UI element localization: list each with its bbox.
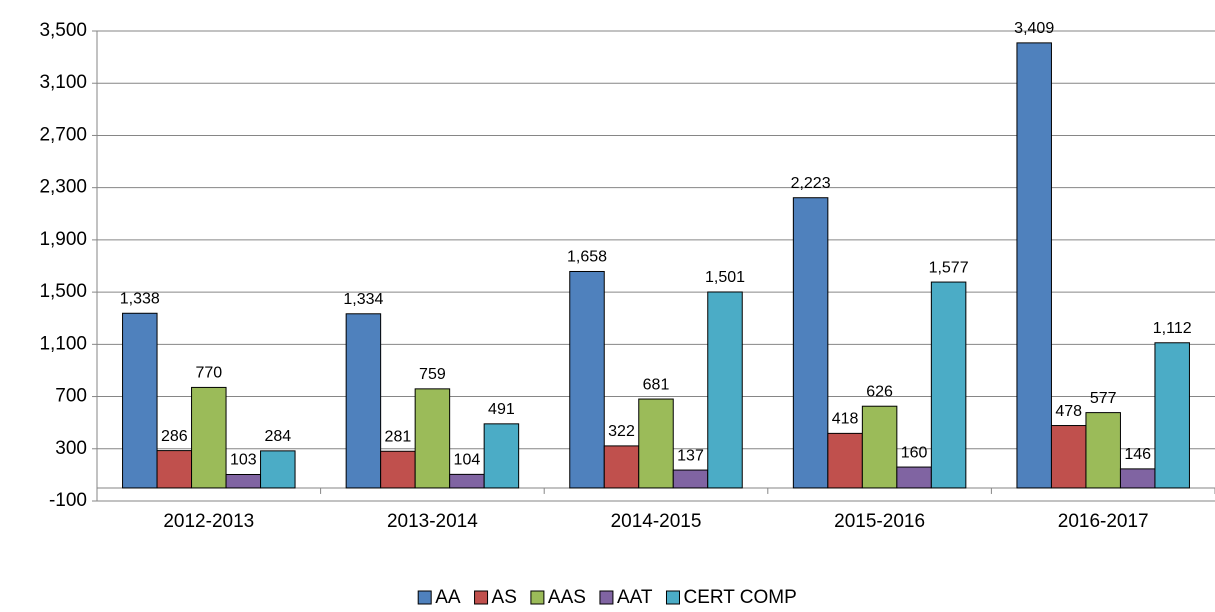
bar [1050, 425, 1087, 489]
y-tick-label: 700 [55, 386, 87, 407]
y-tick-label: 1,900 [39, 229, 87, 250]
legend-swatch [530, 590, 545, 605]
value-label: 322 [608, 423, 635, 440]
bar [156, 450, 193, 489]
bar [1154, 342, 1190, 489]
value-label: 146 [1124, 446, 1151, 463]
legend-swatch [599, 590, 614, 605]
value-label: 286 [161, 428, 188, 445]
bar [792, 197, 829, 489]
x-tick-label: 2015-2016 [834, 511, 925, 532]
bar [449, 473, 485, 489]
legend-label: AA [435, 587, 461, 608]
y-tick-label: 2,700 [39, 124, 87, 145]
y-tick-label: 1,100 [39, 333, 87, 354]
bar [569, 270, 605, 489]
x-tick-label: 2012-2013 [163, 511, 254, 532]
bar [414, 388, 451, 489]
bar [483, 423, 520, 489]
value-label: 103 [230, 452, 257, 469]
value-label: 284 [264, 428, 291, 445]
legend-label: AAS [548, 587, 586, 608]
value-label: 1,338 [120, 290, 160, 307]
value-label: 1,112 [1153, 320, 1192, 337]
bar [603, 445, 640, 489]
value-label: 770 [195, 365, 222, 382]
legend-swatch [665, 590, 680, 605]
legend-swatch [474, 590, 489, 605]
value-label: 281 [385, 428, 412, 445]
value-label: 478 [1055, 403, 1082, 420]
y-tick-label: -100 [49, 490, 87, 511]
y-tick-label: 2,300 [39, 177, 87, 198]
value-label: 1,577 [929, 259, 969, 276]
value-label: 1,658 [567, 249, 607, 266]
value-label: 160 [901, 444, 928, 461]
bar [380, 450, 416, 489]
y-tick-label: 300 [55, 438, 87, 459]
value-label: 418 [832, 411, 859, 428]
value-label: 759 [419, 366, 446, 383]
bar [1085, 412, 1121, 489]
value-label: 2,223 [791, 175, 831, 192]
bar [1119, 468, 1156, 489]
legend-label: AAT [617, 587, 653, 608]
bar [672, 469, 709, 489]
bar [225, 473, 262, 489]
bar [1016, 42, 1052, 489]
bar [896, 466, 932, 489]
value-label: 104 [454, 452, 481, 469]
value-label: 681 [643, 376, 670, 393]
value-label: 3,409 [1014, 20, 1054, 37]
y-tick-label: 3,500 [39, 20, 87, 41]
value-label: 137 [677, 447, 704, 464]
bar [345, 313, 382, 489]
bar [861, 405, 898, 489]
bar [827, 432, 863, 489]
bar [930, 281, 967, 489]
legend-swatch [417, 590, 432, 605]
y-tick-label: 1,500 [39, 281, 87, 302]
bar [122, 312, 158, 489]
legend-label: AS [492, 587, 517, 608]
bar [191, 386, 227, 489]
bar [260, 450, 296, 489]
value-label: 1,334 [343, 291, 383, 308]
legend-label: CERT COMP [683, 587, 796, 608]
y-tick-label: 3,100 [39, 72, 87, 93]
value-label: 491 [488, 401, 515, 418]
x-tick-label: 2016-2017 [1058, 511, 1149, 532]
x-tick-label: 2014-2015 [611, 511, 702, 532]
bar [707, 291, 743, 489]
bar [638, 398, 674, 489]
value-label: 577 [1090, 390, 1117, 407]
value-label: 626 [866, 383, 893, 400]
x-tick-label: 2013-2014 [387, 511, 478, 532]
value-label: 1,501 [705, 269, 745, 286]
